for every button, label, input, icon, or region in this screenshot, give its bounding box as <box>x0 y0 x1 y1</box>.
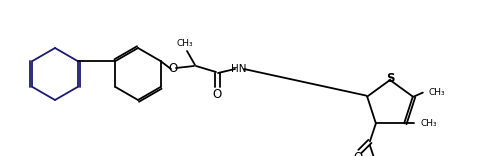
Text: O: O <box>169 63 177 76</box>
Text: HN: HN <box>231 64 247 74</box>
Text: CH₃: CH₃ <box>177 39 194 48</box>
Text: O: O <box>212 88 221 100</box>
Text: S: S <box>386 71 394 85</box>
Text: O: O <box>353 151 363 156</box>
Text: CH₃: CH₃ <box>429 88 445 97</box>
Text: CH₃: CH₃ <box>420 119 437 128</box>
